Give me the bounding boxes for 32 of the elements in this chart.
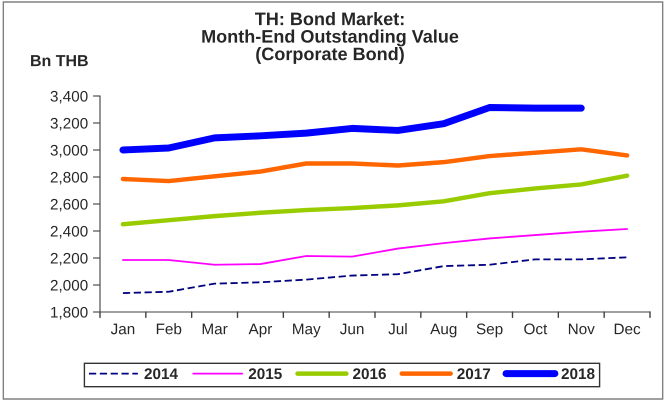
chart-title: TH: Bond Market: Month-End Outstanding Value (Corporate Bond) <box>202 12 458 64</box>
y-tick-label: 2,200 <box>50 252 88 266</box>
x-tick-label: Nov <box>568 324 595 334</box>
x-tick-label: Apr <box>248 324 272 338</box>
x-tick-label: May <box>293 324 321 338</box>
line-series <box>122 228 628 266</box>
y-axis-title: Bn THB <box>31 55 88 66</box>
x-tick-label: Jun <box>340 324 364 334</box>
y-tick-label: 3,400 <box>50 90 88 104</box>
y-tick-label: 2,000 <box>50 280 88 292</box>
x-tick-label: Dec <box>614 324 640 334</box>
line-series <box>120 173 630 226</box>
line-series <box>122 256 628 294</box>
legend-label: 2018 <box>562 368 595 380</box>
y-tick-label: 2,600 <box>50 198 88 212</box>
line-series <box>120 147 630 184</box>
y-tick-label: 3,000 <box>50 144 88 158</box>
legend-label: 2014 <box>144 368 178 380</box>
legend-label: 2015 <box>248 368 282 380</box>
y-tick-label: 2,800 <box>50 172 88 184</box>
legend-label: 2016 <box>353 368 386 380</box>
x-tick-label: Jul <box>388 323 407 334</box>
y-tick-label: 2,400 <box>50 226 88 238</box>
x-tick-label: Oct <box>524 324 548 334</box>
x-tick-label: Jan <box>110 324 134 334</box>
legend-label: 2017 <box>457 368 490 380</box>
y-tick-label: 1,800 <box>51 306 88 320</box>
x-tick-label: Sep <box>476 324 503 338</box>
x-tick-label: Mar <box>202 324 228 334</box>
x-tick-label: Aug <box>430 324 456 338</box>
y-tick-label: 3,200 <box>50 118 88 130</box>
x-tick-label: Feb <box>156 323 182 334</box>
